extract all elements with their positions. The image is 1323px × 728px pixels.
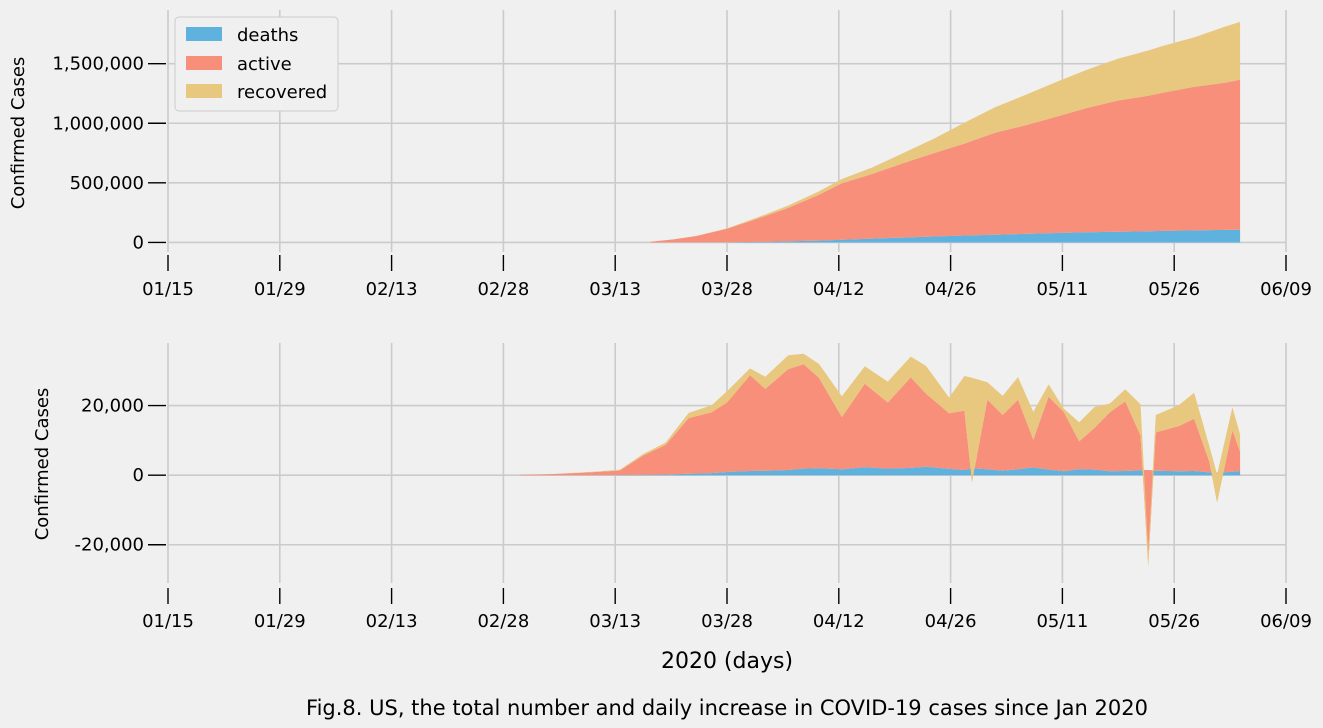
figure-caption: Fig.8. US, the total number and daily in… — [306, 696, 1148, 720]
x-tick-label: 01/29 — [254, 611, 306, 632]
daily-increase-panel: 01/15 01/29 02/13 02/28 03/13 03/28 04/12 04/26… — [32, 343, 1312, 632]
legend-swatch-deaths — [186, 27, 222, 41]
x-tick-label: 01/15 — [142, 279, 194, 300]
daily-increase-ylabel: Confirmed Cases — [32, 388, 53, 541]
area-active-series — [520, 364, 1241, 566]
total-cases-ylabel: Confirmed Cases — [8, 57, 29, 210]
x-tick-label: 03/13 — [589, 279, 641, 300]
legend-label-deaths: deaths — [237, 25, 298, 46]
x-tick-label: 02/13 — [366, 279, 418, 300]
total-cases-panel: 01/15 01/29 02/13 02/28 03/13 03/28 04/12 04/26… — [8, 10, 1312, 300]
x-tick-label: 02/28 — [477, 279, 529, 300]
x-tick-label: 03/28 — [701, 611, 753, 632]
daily-increase-axes: 01/15 01/29 02/13 02/28 03/13 03/28 04/12 04/26… — [75, 396, 1312, 632]
legend-label-active: active — [237, 54, 292, 75]
x-tick-label: 03/13 — [589, 611, 641, 632]
area-recovered-series — [650, 21, 1241, 242]
total-cases-axes: 01/15 01/29 02/13 02/28 03/13 03/28 04/12 04/26… — [52, 54, 1312, 300]
x-tick-label: 05/26 — [1148, 611, 1200, 632]
legend: deaths active recovered — [174, 16, 339, 112]
x-tick-label: 04/26 — [925, 611, 977, 632]
y-tick-label: 500,000 — [70, 173, 144, 194]
y-tick-label: 0 — [133, 232, 144, 253]
area-deaths-series — [650, 229, 1241, 243]
legend-swatch-active — [186, 56, 222, 70]
area-deaths-series — [520, 466, 1241, 476]
y-tick-label: 0 — [133, 465, 144, 486]
x-tick-label: 06/09 — [1260, 279, 1312, 300]
x-tick-label: 04/26 — [925, 279, 977, 300]
x-tick-label: 01/15 — [142, 611, 194, 632]
y-tick-label: 1,500,000 — [52, 54, 144, 75]
x-tick-label: 01/29 — [254, 279, 306, 300]
x-tick-label: 02/13 — [366, 611, 418, 632]
y-tick-label: 20,000 — [81, 396, 144, 417]
total-cases-areas — [650, 21, 1241, 243]
daily-increase-areas — [520, 353, 1241, 566]
x-tick-label: 03/28 — [701, 279, 753, 300]
y-tick-label: 1,000,000 — [52, 113, 144, 134]
y-tick-label: -20,000 — [75, 535, 144, 556]
legend-swatch-recovered — [186, 84, 222, 98]
area-active-series — [650, 79, 1241, 243]
x-tick-label: 05/26 — [1148, 279, 1200, 300]
area-recovered-series — [520, 353, 1241, 566]
x-tick-label: 05/11 — [1036, 279, 1088, 300]
x-tick-label: 05/11 — [1036, 611, 1088, 632]
x-axis-label: 2020 (days) — [661, 649, 793, 674]
x-tick-label: 02/28 — [477, 611, 529, 632]
x-tick-label: 04/12 — [813, 279, 865, 300]
x-tick-label: 06/09 — [1260, 611, 1312, 632]
x-tick-label: 04/12 — [813, 611, 865, 632]
legend-label-recovered: recovered — [237, 82, 327, 103]
